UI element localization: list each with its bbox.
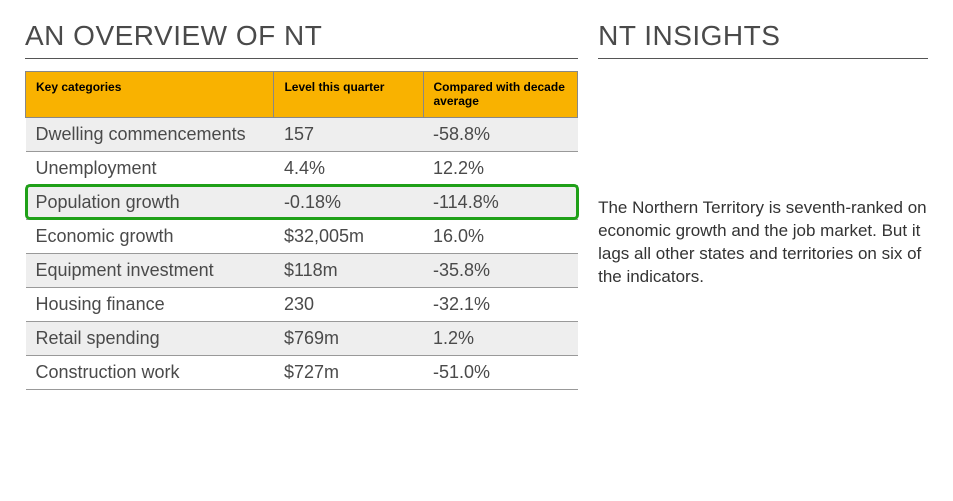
cell-level: 4.4%: [274, 151, 423, 185]
table-row: Dwelling commencements157-58.8%: [26, 117, 578, 151]
overview-title: AN OVERVIEW OF NT: [25, 20, 578, 59]
cell-level: $32,005m: [274, 219, 423, 253]
cell-category: Economic growth: [26, 219, 274, 253]
table-row: Population growth-0.18%-114.8%: [26, 185, 578, 219]
cell-level: -0.18%: [274, 185, 423, 219]
cell-compared: 12.2%: [423, 151, 578, 185]
cell-category: Retail spending: [26, 321, 274, 355]
cell-category: Equipment investment: [26, 253, 274, 287]
cell-level: $118m: [274, 253, 423, 287]
cell-category: Housing finance: [26, 287, 274, 321]
cell-category: Construction work: [26, 355, 274, 389]
header-level-this-quarter: Level this quarter: [274, 72, 423, 118]
table-body: Dwelling commencements157-58.8%Unemploym…: [26, 117, 578, 389]
cell-category: Population growth: [26, 185, 274, 219]
cell-compared: -35.8%: [423, 253, 578, 287]
cell-compared: -32.1%: [423, 287, 578, 321]
table-row: Equipment investment$118m-35.8%: [26, 253, 578, 287]
overview-column: AN OVERVIEW OF NT Key categories Level t…: [25, 20, 578, 390]
table-header-row: Key categories Level this quarter Compar…: [26, 72, 578, 118]
header-compared-decade-avg: Compared with decade average: [423, 72, 578, 118]
cell-category: Unemployment: [26, 151, 274, 185]
cell-compared: -114.8%: [423, 185, 578, 219]
cell-category: Dwelling commencements: [26, 117, 274, 151]
cell-compared: -51.0%: [423, 355, 578, 389]
cell-level: 157: [274, 117, 423, 151]
cell-level: $727m: [274, 355, 423, 389]
insights-title: NT INSIGHTS: [598, 20, 928, 59]
cell-compared: -58.8%: [423, 117, 578, 151]
overview-table: Key categories Level this quarter Compar…: [25, 71, 578, 390]
table-row: Unemployment4.4%12.2%: [26, 151, 578, 185]
cell-level: $769m: [274, 321, 423, 355]
layout-container: AN OVERVIEW OF NT Key categories Level t…: [25, 20, 928, 390]
header-key-categories: Key categories: [26, 72, 274, 118]
cell-level: 230: [274, 287, 423, 321]
insights-column: NT INSIGHTS The Northern Territory is se…: [598, 20, 928, 390]
table-row: Housing finance230-32.1%: [26, 287, 578, 321]
cell-compared: 16.0%: [423, 219, 578, 253]
cell-compared: 1.2%: [423, 321, 578, 355]
table-row: Retail spending$769m1.2%: [26, 321, 578, 355]
table-row: Economic growth$32,005m16.0%: [26, 219, 578, 253]
insights-body: The Northern Territory is seventh-ranked…: [598, 197, 928, 289]
table-row: Construction work$727m-51.0%: [26, 355, 578, 389]
